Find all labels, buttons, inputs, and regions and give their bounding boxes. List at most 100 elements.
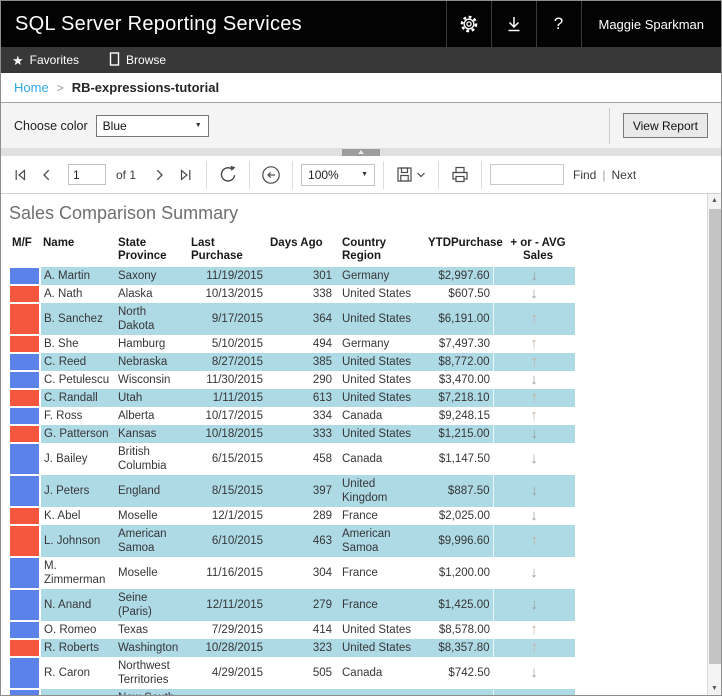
cell-ytd: $9,996.60 — [421, 525, 493, 557]
scrollbar-thumb[interactable] — [709, 209, 721, 664]
print-button[interactable] — [447, 162, 473, 188]
cell-state: Northwest Territories — [118, 660, 170, 686]
table-row: C. Randall Utah 1/11/2015 613 United States $… — [8, 388, 575, 408]
cell-state: England — [115, 475, 188, 507]
cell-state: Texas — [118, 624, 149, 636]
cell-days: 385 — [266, 353, 335, 371]
last-page-button[interactable] — [172, 162, 198, 188]
cell-name: W. Pal — [40, 689, 115, 695]
cell-name: C. Petulescu — [44, 374, 110, 386]
cell-name: A. Nath — [44, 288, 83, 300]
cell-date: 8/15/2015 — [188, 475, 266, 507]
cell-days: 304 — [312, 567, 332, 579]
download-button[interactable] — [490, 1, 536, 47]
download-icon — [504, 14, 524, 34]
parameter-bar: Choose color Blue ▼ View Report — [1, 103, 721, 148]
page-number-input[interactable] — [68, 164, 106, 185]
chevron-right-icon — [156, 169, 163, 180]
table-row: R. Roberts Washington 10/28/2015 323 United … — [8, 638, 575, 658]
cell-country: United States — [335, 353, 421, 371]
column-header: + or - AVG Sales — [510, 237, 566, 262]
table-row: A. Martin Saxony 11/19/2015 301 Germany $2,99… — [8, 266, 575, 286]
female-color-chip — [8, 388, 41, 408]
male-color-chip — [8, 406, 41, 426]
female-color-chip — [8, 284, 41, 304]
female-color-chip — [8, 424, 41, 444]
zoom-dropdown[interactable]: 100% ▼ — [301, 163, 376, 186]
down-arrow-icon: ↓ — [530, 564, 538, 581]
view-report-button[interactable]: View Report — [622, 113, 708, 138]
next-link[interactable]: Next — [611, 167, 637, 182]
chevron-down-icon: ▼ — [361, 171, 369, 178]
scroll-up-icon[interactable]: ▲ — [711, 197, 718, 204]
cell-date: 5/10/2015 — [211, 338, 263, 350]
cell-ytd: $8,772.00 — [421, 353, 493, 371]
cell-country: United States — [342, 624, 412, 636]
nav-bar: ★ Favorites Browse — [1, 47, 721, 73]
next-page-button[interactable] — [146, 162, 172, 188]
cell-ytd: $6,191.00 — [421, 303, 493, 335]
table-row: N. Anand Seine (Paris) 12/11/2015 279 France… — [8, 588, 575, 622]
collapse-strip — [1, 148, 721, 156]
column-header: Country Region — [342, 237, 387, 262]
find-text-input[interactable] — [490, 164, 565, 185]
cell-date: 6/15/2015 — [211, 453, 263, 465]
previous-page-button[interactable] — [34, 162, 60, 188]
cell-country: France — [335, 589, 421, 621]
cell-name: B. Sanchez — [40, 303, 115, 335]
page-total-label: of 1 — [116, 167, 137, 182]
export-button[interactable] — [392, 162, 430, 188]
toolbar-divider — [249, 160, 251, 189]
collapse-parameters-handle[interactable] — [342, 148, 380, 156]
cell-ytd: $742.50 — [448, 667, 490, 679]
table-row: J. Peters England 8/15/2015 397 United Kingd… — [8, 474, 575, 508]
cell-name: O. Romeo — [44, 624, 97, 636]
toolbar-divider — [481, 160, 483, 189]
up-arrow-icon: ↑ — [530, 621, 538, 638]
settings-button[interactable] — [445, 1, 491, 47]
cell-country: Canada — [342, 453, 383, 465]
cell-ytd: $2,025.00 — [438, 510, 490, 522]
scroll-down-icon[interactable]: ▼ — [711, 685, 718, 692]
refresh-button[interactable] — [215, 162, 241, 188]
cell-ytd: $887.50 — [421, 475, 493, 507]
table-row: W. PalNew South Wales7/3/2015440Australi… — [8, 688, 575, 695]
color-dropdown[interactable]: Blue ▼ — [95, 114, 209, 137]
cell-name: B. She — [44, 338, 79, 350]
color-dropdown-value: Blue — [102, 118, 127, 133]
find-next-separator: | — [602, 167, 606, 182]
back-button[interactable] — [258, 162, 284, 188]
cell-country: United Kingdom — [335, 475, 421, 507]
cell-days: 289 — [312, 510, 332, 522]
cell-date: 12/1/2015 — [211, 510, 263, 522]
nav-item-favorites[interactable]: ★ Favorites — [12, 53, 79, 67]
help-button[interactable]: ? — [535, 1, 581, 47]
cell-date: 12/11/2015 — [188, 589, 266, 621]
toolbar-divider — [383, 160, 385, 189]
first-page-icon — [15, 168, 26, 181]
down-arrow-icon: ↓ — [530, 285, 538, 302]
cell-ytd: $8,578.00 — [438, 624, 490, 636]
breadcrumb-separator: > — [56, 80, 64, 95]
table-row: R. Caron Northwest Territories 4/29/2015 50… — [8, 656, 575, 690]
cell-country: United States — [335, 303, 421, 335]
cell-days: 505 — [312, 667, 332, 679]
last-page-icon — [180, 168, 191, 181]
cell-ytd: $7,218.10 — [421, 389, 493, 407]
table-row: B. Sanchez North Dakota 9/17/2015 364 United… — [8, 302, 575, 336]
vertical-scrollbar[interactable]: ▲ ▼ — [707, 194, 721, 695]
breadcrumb-home-link[interactable]: Home — [14, 80, 49, 95]
find-link[interactable]: Find — [573, 167, 597, 182]
cell-date: 11/19/2015 — [188, 267, 266, 285]
cell-state: Alaska — [118, 288, 153, 300]
cell-ytd: $1,200.00 — [438, 567, 490, 579]
cell-name: F. Ross — [44, 410, 83, 422]
cell-days: 279 — [266, 589, 335, 621]
cell-date: 4/29/2015 — [211, 667, 263, 679]
chevron-down-icon: ▼ — [194, 122, 202, 129]
cell-name: N. Anand — [40, 589, 115, 621]
first-page-button[interactable] — [8, 162, 34, 188]
user-menu[interactable]: Maggie Sparkman — [580, 1, 722, 47]
cell-name: J. Peters — [40, 475, 115, 507]
nav-item-browse[interactable]: Browse — [109, 51, 166, 69]
